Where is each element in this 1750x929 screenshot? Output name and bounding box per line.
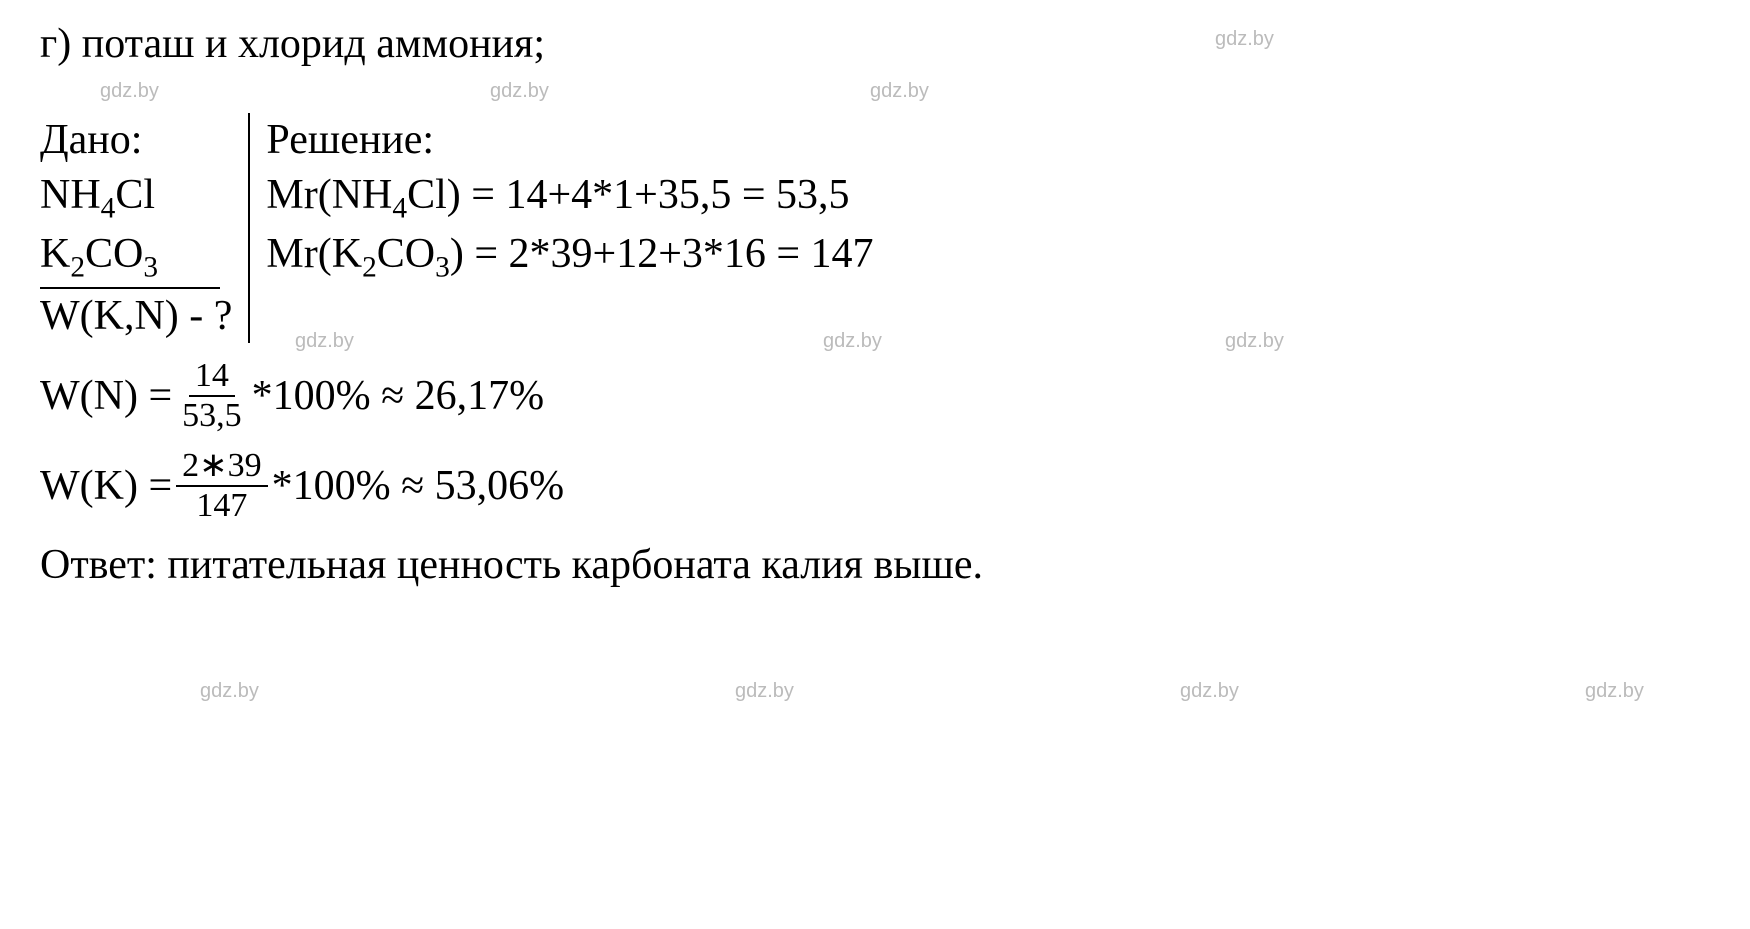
- nh-text: NH: [40, 172, 101, 218]
- sub4-2: 4: [392, 192, 407, 224]
- watermark: gdz.by: [735, 680, 794, 703]
- solution-column: Решение: Mr(NH4Cl) = 14+4*1+35,5 = 53,5 …: [250, 113, 873, 343]
- co-text-2: CO: [377, 231, 435, 277]
- frac2-den: 147: [190, 487, 253, 523]
- k-text: K: [40, 231, 70, 277]
- item-label-g: г) поташ и хлорид аммония;: [40, 20, 545, 68]
- given-question: W(K,N) - ?: [40, 289, 232, 344]
- eq1-rest: Cl) = 14+4*1+35,5 = 53,5: [407, 172, 849, 218]
- wn-lhs: W(N) =: [40, 367, 172, 426]
- frac1-den: 53,5: [176, 397, 248, 433]
- fraction-1: 14 53,5: [176, 359, 248, 433]
- calc-line-1: W(N) = 14 53,5 *100% ≈ 26,17%: [40, 359, 1710, 433]
- wn-rhs: *100% ≈ 26,17%: [252, 367, 545, 426]
- eq2-rest: ) = 2*39+12+3*16 = 147: [450, 231, 874, 277]
- problem-block: Дано: NH4Cl K2CO3 W(K,N) - ? Решение: Mr…: [40, 113, 1710, 343]
- answer-line: Ответ: питательная ценность карбоната ка…: [40, 541, 1710, 589]
- sub-2: 2: [70, 252, 85, 284]
- co-text: CO: [85, 231, 143, 277]
- given-formula-1: NH4Cl: [40, 168, 232, 228]
- given-column: Дано: NH4Cl K2CO3 W(K,N) - ?: [40, 113, 250, 343]
- watermark: gdz.by: [100, 80, 159, 103]
- fraction-2: 2∗39 147: [176, 449, 268, 523]
- sub3-2: 3: [435, 252, 450, 284]
- sub2-2: 2: [362, 252, 377, 284]
- watermark: gdz.by: [870, 80, 929, 103]
- watermark: gdz.by: [1180, 680, 1239, 703]
- wk-lhs: W(K) =: [40, 457, 172, 516]
- given-formula-2: K2CO3: [40, 227, 220, 289]
- watermark: gdz.by: [295, 330, 354, 353]
- frac2-num: 2∗39: [176, 449, 268, 487]
- cl-text: Cl: [115, 172, 155, 218]
- solution-eq-1: Mr(NH4Cl) = 14+4*1+35,5 = 53,5: [266, 168, 873, 228]
- given-title: Дано:: [40, 113, 232, 168]
- sub-4: 4: [101, 192, 116, 224]
- wk-rhs: *100% ≈ 53,06%: [272, 457, 565, 516]
- mr-k: Mr(K: [266, 231, 362, 277]
- watermark: gdz.by: [200, 680, 259, 703]
- frac1-num: 14: [189, 359, 235, 397]
- mr-nh: Mr(NH: [266, 172, 392, 218]
- sub-3: 3: [143, 252, 158, 284]
- calc-line-2: W(K) = 2∗39 147 *100% ≈ 53,06%: [40, 449, 1710, 523]
- watermark: gdz.by: [1215, 28, 1274, 51]
- watermark: gdz.by: [1585, 680, 1644, 703]
- solution-eq-2: Mr(K2CO3) = 2*39+12+3*16 = 147: [266, 227, 873, 287]
- watermark: gdz.by: [490, 80, 549, 103]
- watermark: gdz.by: [823, 330, 882, 353]
- solution-title: Решение:: [266, 113, 873, 168]
- watermark: gdz.by: [1225, 330, 1284, 353]
